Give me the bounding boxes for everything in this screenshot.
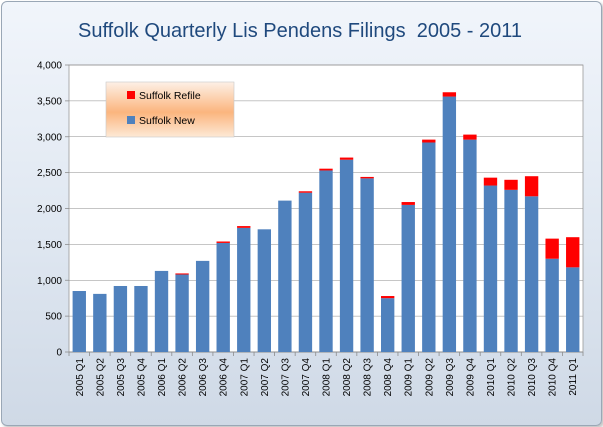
y-tick-label: 2,000: [37, 204, 62, 215]
bar-suffolk-refile: [463, 134, 477, 140]
x-tick-label: 2007 Q4: [301, 358, 312, 397]
legend-swatch-new: [127, 116, 135, 124]
bar-suffolk-new: [237, 227, 251, 352]
bar-suffolk-new: [483, 185, 498, 352]
y-tick-label: 1,500: [37, 240, 62, 251]
x-tick-label: 2011 Q1: [568, 358, 579, 396]
bar-suffolk-refile: [401, 202, 415, 205]
bar-suffolk-refile: [524, 176, 539, 197]
bar-suffolk-refile: [339, 157, 354, 160]
y-tick-label: 4,000: [37, 61, 62, 72]
x-tick-label: 2009 Q1: [404, 358, 415, 397]
bar-suffolk-refile: [483, 177, 498, 186]
y-tick-label: 2,500: [37, 168, 62, 179]
chart-title: Suffolk Quarterly Lis Pendens Filings 20…: [78, 20, 522, 42]
x-tick-label: 2005 Q1: [75, 358, 86, 397]
x-tick-label: 2009 Q2: [424, 358, 435, 397]
x-tick-label: 2010 Q1: [486, 358, 497, 397]
bar-suffolk-refile: [381, 296, 395, 299]
bar-suffolk-new: [381, 298, 395, 352]
bar-suffolk-refile: [237, 226, 251, 228]
y-tick-label: 0: [56, 348, 62, 359]
bar-suffolk-refile: [298, 191, 313, 193]
bar-suffolk-new: [504, 189, 518, 352]
bar-suffolk-refile: [566, 237, 580, 268]
x-tick-label: 2009 Q3: [445, 358, 456, 397]
bar-suffolk-new: [278, 200, 292, 352]
bar-suffolk-new: [72, 291, 86, 352]
x-tick-label: 2006 Q4: [219, 358, 230, 397]
bar-suffolk-new: [175, 274, 189, 352]
x-tick-label: 2006 Q3: [198, 358, 209, 397]
x-tick-label: 2010 Q2: [507, 358, 518, 397]
bar-suffolk-refile: [175, 273, 189, 275]
x-tick-label: 2005 Q3: [116, 358, 127, 397]
bar-suffolk-new: [524, 196, 539, 352]
x-tick-label: 2008 Q3: [363, 358, 374, 397]
bar-suffolk-new: [360, 178, 374, 352]
x-tick-label: 2006 Q1: [157, 358, 168, 397]
legend-label-new: Suffolk New: [139, 115, 195, 127]
bar-suffolk-new: [442, 96, 457, 352]
x-tick-label: 2009 Q4: [465, 358, 476, 397]
bar-suffolk-new: [154, 270, 169, 352]
x-tick-label: 2007 Q1: [239, 358, 250, 397]
bars: [72, 92, 580, 352]
y-tick-label: 500: [45, 312, 62, 323]
bar-suffolk-new: [422, 142, 436, 352]
bar-suffolk-new: [113, 285, 128, 352]
x-tick-label: 2005 Q2: [95, 358, 106, 397]
bar-suffolk-new: [195, 260, 210, 352]
legend-swatch-refile: [127, 91, 135, 99]
x-tick-label: 2010 Q3: [527, 358, 538, 397]
x-tick-label: 2006 Q2: [178, 358, 189, 397]
x-tick-label: 2008 Q4: [383, 358, 394, 397]
bar-suffolk-new: [216, 242, 230, 352]
bar-suffolk-new: [319, 170, 333, 352]
bar-suffolk-new: [339, 159, 354, 352]
y-axis-tick-labels: 0 500 1,000 1,500 2,000 2,500 3,000 3,500 4,000: [37, 61, 62, 359]
bar-suffolk-new: [257, 229, 271, 352]
x-tick-label: 2008 Q2: [342, 358, 353, 397]
x-axis-tick-labels: 2005 Q1 2005 Q2 2005 Q3 2005 Q4 2006 Q1 2006 …: [75, 358, 579, 397]
x-tick-label: 2007 Q2: [260, 358, 271, 397]
y-tick-label: 3,000: [37, 132, 62, 143]
bar-suffolk-refile: [360, 176, 374, 179]
bar-suffolk-new: [134, 285, 148, 352]
bar-suffolk-new: [463, 139, 477, 352]
x-tick-label: 2007 Q3: [280, 358, 291, 397]
bar-suffolk-refile: [422, 139, 436, 143]
bar-suffolk-refile: [504, 179, 518, 190]
bar-suffolk-new: [566, 267, 580, 352]
bar-suffolk-new: [401, 204, 415, 352]
x-tick-label: 2010 Q4: [548, 358, 559, 397]
y-tick-label: 1,000: [37, 276, 62, 287]
bar-suffolk-refile: [319, 168, 333, 171]
bar-suffolk-new: [298, 192, 313, 352]
bar-suffolk-refile: [442, 92, 457, 97]
bar-suffolk-refile: [545, 238, 559, 259]
x-tick-label: 2005 Q4: [136, 358, 147, 397]
x-tick-label: 2008 Q1: [322, 358, 333, 397]
bar-suffolk-new: [93, 293, 107, 352]
legend-label-refile: Suffolk Refile: [139, 90, 201, 102]
y-tick-label: 3,500: [37, 96, 62, 107]
bar-suffolk-refile: [216, 241, 230, 243]
legend: Suffolk Refile Suffolk New: [105, 81, 235, 138]
bar-suffolk-new: [545, 258, 559, 352]
